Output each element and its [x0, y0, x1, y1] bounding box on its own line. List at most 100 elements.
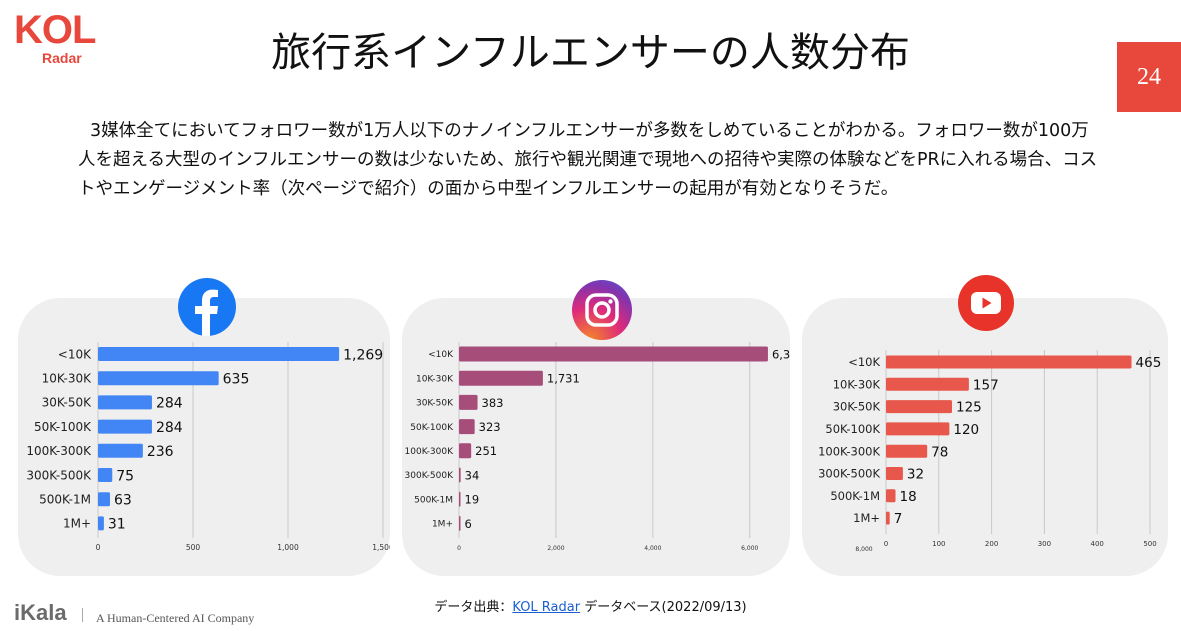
- x-tick-label: 2,000: [547, 545, 564, 552]
- category-label: 300K-500K: [405, 471, 455, 481]
- category-label: 500K-1M: [39, 493, 91, 507]
- category-label: <10K: [428, 350, 454, 360]
- category-label: 30K-50K: [416, 399, 454, 409]
- source-prefix: データ出典：: [434, 600, 513, 615]
- logo-main-text: KOL: [14, 8, 96, 52]
- category-label: 1M+: [432, 520, 453, 530]
- description-text: 3媒体全てにおいてフォロワー数が1万人以下のナノインフルエンサーが多数をしめてい…: [78, 121, 1098, 199]
- x-tick-label-extra: 8,000: [855, 546, 872, 553]
- bar: [886, 467, 903, 480]
- x-tick-label: 400: [1091, 540, 1104, 548]
- bar: [459, 491, 461, 507]
- category-label: 500K-1M: [830, 489, 880, 503]
- facebook-bar-chart: 0 500 1,000 1,500 <10K 1,269 10K-30K 635 30K-50K…: [26, 342, 390, 552]
- x-tick-label: 0: [96, 543, 101, 552]
- x-tick-label: 6,000: [741, 545, 758, 552]
- bar: [886, 489, 896, 503]
- kol-radar-link[interactable]: KOL Radar: [512, 600, 581, 615]
- bar: [459, 346, 768, 362]
- value-label: 251: [475, 444, 497, 458]
- source-suffix: データベース(2022/09/13): [580, 600, 747, 615]
- bar: [98, 492, 110, 507]
- value-label: 31: [108, 517, 126, 533]
- value-label: 19: [465, 493, 480, 507]
- value-label: 78: [931, 444, 948, 460]
- footer-tagline: A Human-Centered AI Company: [96, 611, 255, 625]
- instagram-bar-chart: 0 2,000 4,000 6,000 <10K 6,375 10K-30K 1,731 30K…: [405, 342, 790, 552]
- bar: [459, 443, 472, 459]
- category-label: 10K-30K: [416, 374, 454, 384]
- bar: [459, 419, 475, 435]
- category-label: 10K-30K: [833, 377, 881, 391]
- x-tick-label: 300: [1038, 540, 1051, 548]
- value-label: 157: [973, 377, 999, 393]
- youtube-bar-chart: 0 100 200 300 400 500 8,000 <10K 465 10K-30K 157 30…: [818, 350, 1162, 553]
- bar: [459, 515, 461, 531]
- value-label: 284: [156, 396, 183, 412]
- footer-divider: [82, 608, 83, 622]
- value-label: 7: [894, 511, 903, 527]
- category-label: 300K-500K: [818, 467, 880, 481]
- facebook-chart-panel: 0 500 1,000 1,500 <10K 1,269 10K-30K 635 30K-50K…: [18, 298, 390, 576]
- value-label: 383: [482, 396, 504, 410]
- category-label: 30K-50K: [42, 396, 92, 410]
- kol-radar-logo: KOL Radar: [14, 8, 114, 68]
- value-label: 1,731: [547, 372, 580, 386]
- category-label: 50K-100K: [34, 420, 92, 434]
- bar: [886, 355, 1132, 369]
- instagram-chart-panel: 0 2,000 4,000 6,000 <10K 6,375 10K-30K 1,731 30K…: [402, 298, 790, 576]
- value-label: 125: [956, 400, 982, 416]
- facebook-icon: [178, 278, 236, 336]
- value-label: 120: [953, 422, 979, 438]
- x-tick-label: 0: [884, 540, 888, 548]
- value-label: 1,269: [343, 347, 383, 363]
- x-tick-label: 100: [932, 540, 945, 548]
- category-label: 1M+: [63, 517, 91, 531]
- bar: [459, 394, 478, 410]
- category-label: 100K-300K: [26, 444, 92, 458]
- category-label: 500K-1M: [414, 495, 453, 505]
- bar: [98, 516, 104, 531]
- bar: [98, 395, 152, 410]
- bar: [886, 422, 950, 436]
- bar: [886, 377, 969, 391]
- youtube-chart-panel: 0 100 200 300 400 500 8,000 <10K 465 10K-30K 157 30…: [802, 298, 1168, 576]
- x-tick-label: 200: [985, 540, 998, 548]
- page-number-badge: 24: [1117, 42, 1181, 112]
- category-label: 10K-30K: [42, 372, 92, 386]
- category-label: 1M+: [853, 511, 880, 525]
- value-label: 635: [223, 372, 250, 388]
- category-label: 100K-300K: [818, 444, 880, 458]
- instagram-icon: [572, 280, 632, 340]
- value-label: 465: [1136, 355, 1162, 371]
- x-tick-label: 4,000: [644, 545, 661, 552]
- x-tick-label: 1,000: [277, 543, 299, 552]
- bar: [459, 467, 461, 483]
- category-label: 300K-500K: [26, 468, 92, 482]
- category-label: 50K-100K: [410, 423, 454, 433]
- value-label: 75: [116, 468, 134, 484]
- data-source-note: データ出典：KOL Radar データベース(2022/09/13): [0, 596, 1181, 615]
- value-label: 34: [465, 468, 480, 482]
- category-label: 50K-100K: [825, 422, 880, 436]
- bar: [98, 371, 219, 386]
- category-label: <10K: [58, 347, 92, 361]
- category-label: 30K-50K: [833, 400, 881, 414]
- logo-sub-text: Radar: [42, 50, 82, 66]
- bar: [98, 419, 152, 434]
- value-label: 6: [465, 517, 472, 531]
- page-title: 旅行系インフルエンサーの人数分布: [271, 30, 910, 76]
- x-tick-label: 1,500: [372, 543, 390, 552]
- bar: [886, 444, 928, 458]
- bar: [886, 511, 890, 525]
- ikala-logo: iKala: [14, 600, 67, 625]
- category-label: <10K: [848, 355, 880, 369]
- bar: [98, 347, 340, 361]
- value-label: 32: [907, 467, 924, 483]
- value-label: 236: [147, 444, 174, 460]
- bar: [459, 370, 543, 386]
- x-tick-label: 500: [1143, 540, 1156, 548]
- bar: [98, 443, 143, 458]
- value-label: 323: [479, 420, 501, 434]
- value-label: 63: [114, 493, 132, 509]
